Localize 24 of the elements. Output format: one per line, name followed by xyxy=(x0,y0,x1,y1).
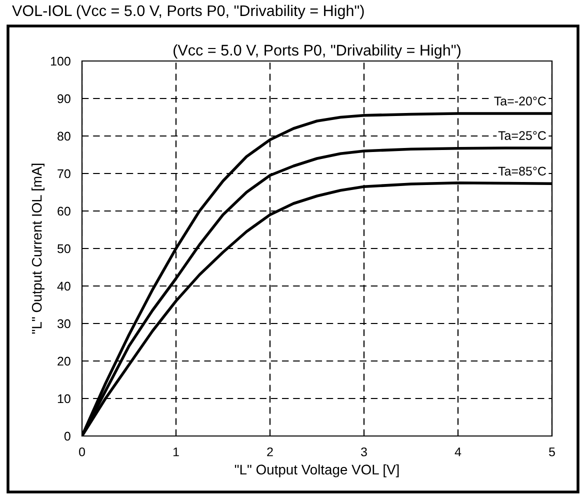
y-tick-label: 10 xyxy=(58,394,70,404)
y-axis-title: "L" Output Current IOL [mA] xyxy=(32,164,44,334)
y-tick-label: 40 xyxy=(57,282,70,291)
x-tick-label: 2 xyxy=(267,447,273,456)
series-label: Ta=25°C xyxy=(498,131,546,140)
series-label: Ta=85°C xyxy=(498,166,546,176)
x-tick-label: 5 xyxy=(549,448,555,456)
x-tick-label: 0 xyxy=(79,447,85,456)
y-tick-label: 30 xyxy=(57,319,70,328)
chart-subtitle: (Vcc = 5.0 V, Ports P0, "Drivability = High") xyxy=(174,44,460,59)
y-tick-label: 50 xyxy=(57,244,70,254)
y-tick-label: 80 xyxy=(58,132,70,141)
series-label: Ta=-20°C xyxy=(494,96,546,106)
y-tick-label: 60 xyxy=(58,206,70,216)
y-tick-label: 90 xyxy=(58,94,70,104)
x-axis-title: "L" Output Voltage VOL [V] xyxy=(234,464,399,478)
chart-title: VOL-IOL (Vcc = 5.0 V, Ports P0, "Drivability = High") xyxy=(12,4,364,20)
y-tick-label: 20 xyxy=(58,356,70,366)
x-tick-label: 3 xyxy=(361,447,367,456)
y-tick-label: 100 xyxy=(50,56,70,66)
x-tick-label: 4 xyxy=(454,448,462,456)
y-tick-label: 70 xyxy=(58,169,70,178)
x-tick-label: 1 xyxy=(173,448,179,456)
y-tick-label: 0 xyxy=(64,432,70,441)
